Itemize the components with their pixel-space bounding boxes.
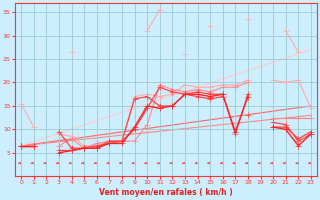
X-axis label: Vent moyen/en rafales ( km/h ): Vent moyen/en rafales ( km/h ) xyxy=(99,188,233,197)
